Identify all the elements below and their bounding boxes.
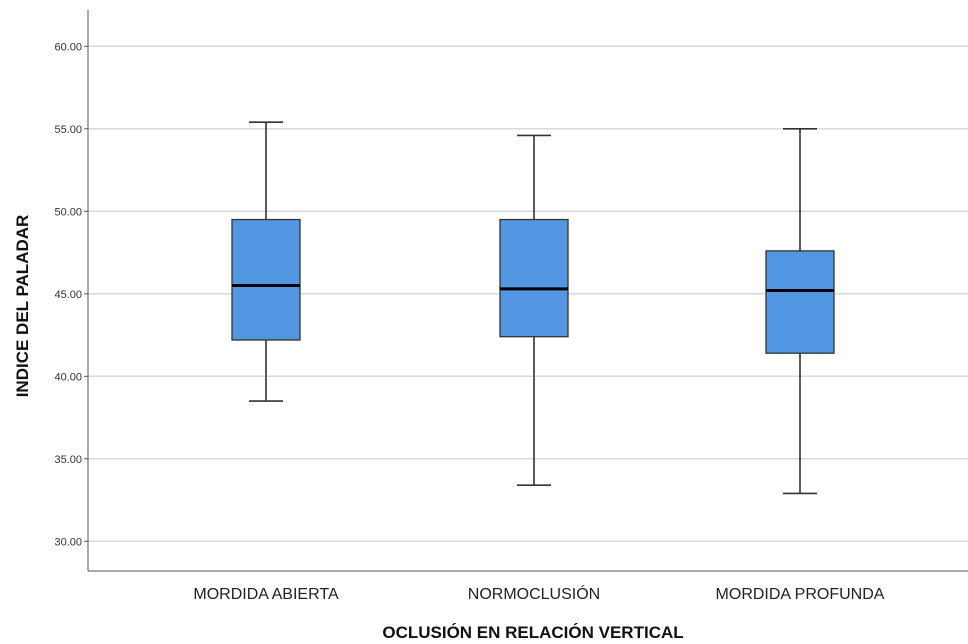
x-category-label: NORMOCLUSIÓN — [468, 584, 600, 603]
box-1 — [231, 121, 301, 402]
y-tick-label: 55.00 — [54, 124, 82, 136]
y-tick-label: 60.00 — [54, 41, 82, 53]
x-category-label: MORDIDA ABIERTA — [193, 586, 339, 603]
x-category-labels: MORDIDA ABIERTA NORMOCLUSIÓN MORDIDA PROFU… — [193, 584, 884, 603]
y-tick-label: 50.00 — [54, 206, 82, 218]
y-tick-label: 40.00 — [54, 371, 82, 383]
box-3 — [765, 128, 835, 495]
box-2 — [499, 134, 569, 487]
iqr-box — [499, 218, 569, 338]
iqr-box — [231, 218, 301, 341]
y-axis-title: INDICE DEL PALADAR — [13, 215, 32, 398]
y-tick-labels: 30.00 35.00 40.00 45.00 50.00 55.00 60.00 — [54, 41, 88, 548]
iqr-box — [765, 250, 835, 354]
y-tick-label: 35.00 — [54, 454, 82, 466]
x-category-label: MORDIDA PROFUNDA — [716, 586, 885, 603]
x-axis-title: OCLUSIÓN EN RELACIÓN VERTICAL — [382, 623, 683, 642]
boxes — [231, 121, 835, 495]
y-tick-label: 45.00 — [54, 289, 82, 301]
y-tick-label: 30.00 — [54, 536, 82, 548]
